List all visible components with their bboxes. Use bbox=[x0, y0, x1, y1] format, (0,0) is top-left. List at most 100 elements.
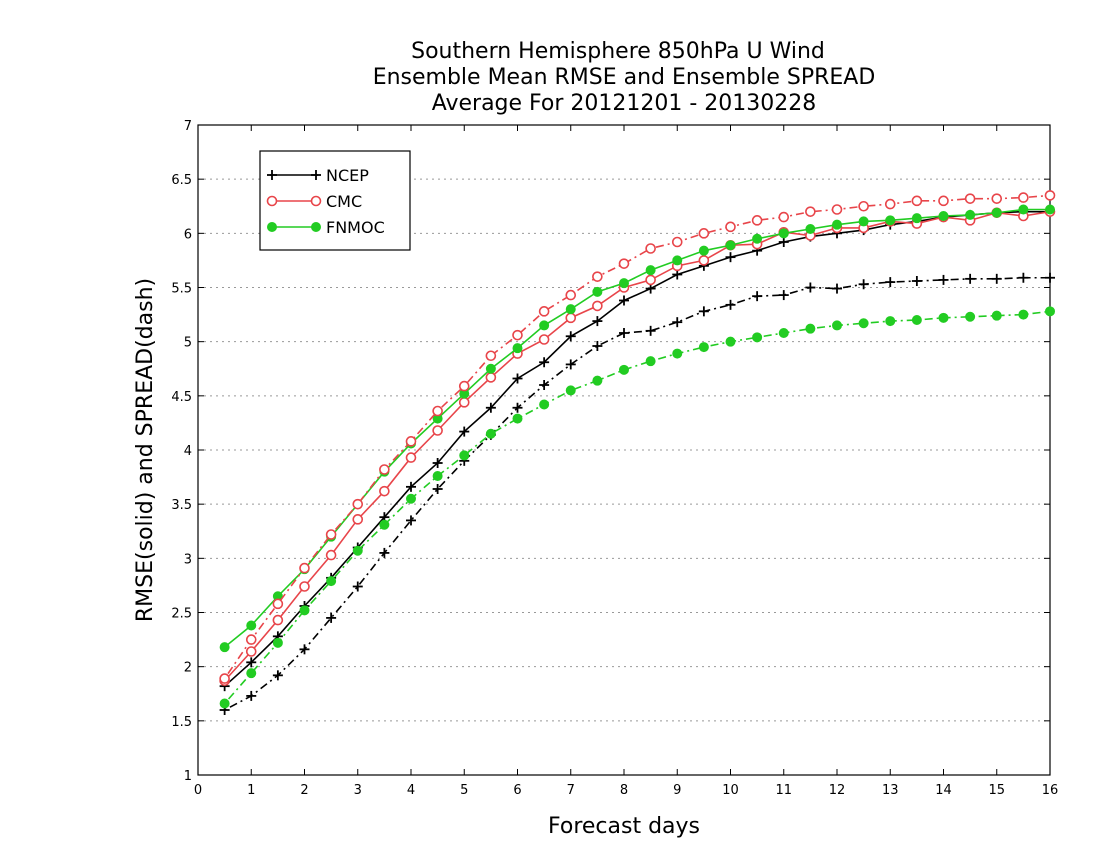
point-cmc-spread-11 bbox=[512, 329, 523, 341]
x-tick-label-15: 15 bbox=[988, 783, 1005, 798]
point-cmc-spread-6 bbox=[379, 464, 390, 475]
point-cmc-spread-9 bbox=[458, 380, 470, 392]
point-cmc-spread-16 bbox=[645, 243, 656, 254]
point-fnmoc-rmse-11 bbox=[512, 343, 523, 354]
point-ncep-spread-15 bbox=[619, 328, 629, 338]
point-cmc-rmse-6 bbox=[379, 485, 390, 497]
point-cmc-rmse-3 bbox=[299, 581, 310, 592]
point-cmc-spread-5 bbox=[352, 498, 364, 510]
point-ncep-spread-8 bbox=[432, 484, 443, 494]
point-cmc-spread-29 bbox=[991, 193, 1003, 204]
axis-ticks: 0 1 2 3 4 5 6 7 8 9 10 11 12 13 14 15 1611.522.533.544.5… bbox=[171, 119, 1058, 798]
y-tick-label-10: 6 bbox=[184, 227, 192, 242]
point-ncep-spread-21 bbox=[778, 290, 789, 301]
y-tick-label-12: 7 bbox=[184, 119, 192, 134]
series-fnmoc-rmse bbox=[219, 204, 1055, 653]
point-cmc-rmse-9 bbox=[458, 397, 470, 408]
point-fnmoc-spread-9 bbox=[459, 450, 470, 461]
x-tick-label-16: 16 bbox=[1042, 783, 1059, 798]
point-ncep-spread-4 bbox=[326, 612, 337, 623]
point-fnmoc-spread-23 bbox=[832, 320, 842, 331]
x-tick-label-10: 10 bbox=[722, 783, 739, 798]
legend-item-ncep: NCEP bbox=[267, 166, 369, 185]
point-fnmoc-spread-25 bbox=[885, 316, 896, 327]
point-cmc-spread-1 bbox=[245, 634, 257, 645]
point-cmc-spread-31 bbox=[1044, 190, 1056, 201]
legend-marker-left-0 bbox=[267, 170, 277, 180]
point-fnmoc-spread-14 bbox=[592, 375, 603, 386]
point-fnmoc-spread-16 bbox=[645, 356, 656, 367]
y-tick-label-4: 3 bbox=[184, 552, 192, 567]
point-cmc-spread-17 bbox=[671, 236, 683, 248]
point-fnmoc-spread-8 bbox=[432, 471, 443, 481]
point-fnmoc-spread-2 bbox=[272, 637, 283, 648]
legend-marker-left-1 bbox=[266, 195, 278, 207]
point-fnmoc-spread-26 bbox=[911, 315, 922, 325]
line-ncep-spread bbox=[224, 276, 1050, 711]
title-line-1: Southern Hemisphere 850hPa U Wind bbox=[411, 39, 825, 64]
point-ncep-spread-16 bbox=[645, 325, 656, 336]
point-ncep-rmse-10 bbox=[485, 402, 496, 413]
point-fnmoc-rmse-28 bbox=[965, 209, 976, 220]
x-tick-label-4: 4 bbox=[407, 783, 415, 798]
point-fnmoc-rmse-25 bbox=[885, 215, 896, 226]
point-cmc-spread-12 bbox=[538, 306, 550, 317]
point-cmc-spread-23 bbox=[831, 204, 843, 215]
point-ncep-rmse-17 bbox=[672, 269, 683, 280]
point-ncep-spread-6 bbox=[379, 547, 390, 558]
legend-item-fnmoc: FNMOC bbox=[267, 218, 385, 237]
point-cmc-spread-18 bbox=[698, 228, 710, 239]
point-ncep-rmse-7 bbox=[406, 481, 416, 492]
point-cmc-spread-22 bbox=[805, 206, 816, 217]
point-fnmoc-spread-12 bbox=[539, 399, 550, 410]
point-fnmoc-spread-28 bbox=[965, 311, 976, 322]
point-cmc-rmse-14 bbox=[592, 300, 603, 312]
point-fnmoc-spread-24 bbox=[858, 318, 869, 329]
point-fnmoc-spread-31 bbox=[1045, 306, 1055, 317]
point-fnmoc-spread-0 bbox=[219, 698, 230, 709]
x-tick-label-11: 11 bbox=[775, 783, 792, 798]
point-cmc-spread-24 bbox=[858, 200, 869, 212]
point-fnmoc-rmse-13 bbox=[565, 304, 576, 315]
x-tick-label-7: 7 bbox=[567, 783, 575, 798]
point-ncep-spread-24 bbox=[858, 279, 869, 290]
point-cmc-rmse-5 bbox=[352, 514, 364, 525]
point-cmc-spread-2 bbox=[272, 598, 284, 610]
point-fnmoc-rmse-16 bbox=[645, 265, 656, 276]
x-tick-label-6: 6 bbox=[513, 783, 521, 798]
point-ncep-spread-28 bbox=[965, 273, 976, 284]
point-fnmoc-rmse-30 bbox=[1018, 204, 1029, 215]
point-fnmoc-rmse-21 bbox=[778, 228, 789, 239]
point-cmc-spread-19 bbox=[725, 221, 736, 233]
line-cmc-spread bbox=[223, 194, 1051, 680]
title-line-3: Average For 20121201 - 20130228 bbox=[432, 91, 817, 116]
point-cmc-spread-13 bbox=[565, 289, 577, 301]
point-cmc-spread-26 bbox=[911, 195, 923, 207]
point-cmc-rmse-4 bbox=[325, 549, 337, 561]
point-ncep-rmse-21 bbox=[778, 237, 789, 247]
point-ncep-spread-13 bbox=[565, 359, 576, 370]
legend-label-1: CMC bbox=[326, 192, 362, 211]
x-tick-label-1: 1 bbox=[247, 783, 255, 798]
point-cmc-spread-20 bbox=[751, 215, 763, 226]
point-cmc-spread-25 bbox=[884, 198, 896, 210]
line-ncep-rmse bbox=[224, 210, 1050, 687]
line-fnmoc-rmse bbox=[224, 208, 1050, 648]
point-fnmoc-rmse-31 bbox=[1045, 204, 1055, 215]
y-tick-label-2: 2 bbox=[184, 661, 192, 676]
point-ncep-spread-22 bbox=[805, 282, 816, 293]
point-ncep-spread-2 bbox=[272, 670, 283, 681]
legend: NCEP CMC FNMOC bbox=[259, 150, 411, 251]
point-ncep-spread-18 bbox=[698, 306, 709, 317]
point-ncep-spread-11 bbox=[512, 402, 523, 413]
point-cmc-rmse-12 bbox=[538, 334, 550, 345]
y-tick-label-6: 4 bbox=[184, 444, 192, 459]
point-ncep-spread-25 bbox=[885, 277, 896, 288]
point-ncep-spread-31 bbox=[1045, 272, 1055, 283]
point-cmc-spread-21 bbox=[778, 211, 790, 223]
point-fnmoc-rmse-0 bbox=[219, 642, 230, 653]
point-ncep-rmse-19 bbox=[725, 252, 736, 263]
point-fnmoc-spread-7 bbox=[406, 493, 416, 504]
x-tick-label-9: 9 bbox=[673, 783, 681, 798]
point-ncep-spread-17 bbox=[672, 317, 683, 328]
